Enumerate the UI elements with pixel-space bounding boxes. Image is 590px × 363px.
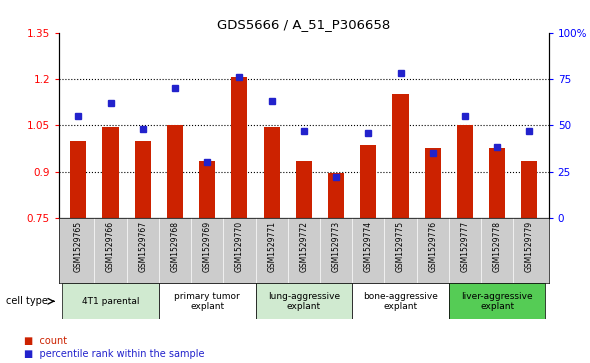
Text: GSM1529774: GSM1529774 bbox=[364, 221, 373, 272]
Bar bbox=[425, 148, 441, 218]
Bar bbox=[457, 125, 473, 218]
Bar bbox=[264, 127, 280, 218]
Bar bbox=[522, 161, 537, 218]
Text: GSM1529771: GSM1529771 bbox=[267, 221, 276, 272]
Text: bone-aggressive
explant: bone-aggressive explant bbox=[363, 291, 438, 311]
Bar bbox=[328, 173, 344, 218]
Text: GSM1529766: GSM1529766 bbox=[106, 221, 115, 272]
Text: ■  count: ■ count bbox=[24, 336, 67, 346]
Text: GSM1529775: GSM1529775 bbox=[396, 221, 405, 272]
Bar bbox=[167, 125, 183, 218]
Text: GSM1529772: GSM1529772 bbox=[299, 221, 309, 272]
Bar bbox=[159, 283, 255, 319]
Bar bbox=[135, 141, 151, 218]
Bar bbox=[360, 145, 376, 218]
Bar bbox=[199, 161, 215, 218]
Bar bbox=[103, 127, 119, 218]
Text: lung-aggressive
explant: lung-aggressive explant bbox=[268, 291, 340, 311]
Bar bbox=[392, 94, 408, 218]
Text: primary tumor
explant: primary tumor explant bbox=[174, 291, 240, 311]
Bar bbox=[62, 283, 159, 319]
Title: GDS5666 / A_51_P306658: GDS5666 / A_51_P306658 bbox=[217, 19, 391, 32]
Bar bbox=[352, 283, 449, 319]
Text: ■  percentile rank within the sample: ■ percentile rank within the sample bbox=[24, 349, 204, 359]
Text: GSM1529776: GSM1529776 bbox=[428, 221, 437, 272]
Text: GSM1529773: GSM1529773 bbox=[332, 221, 340, 272]
Bar bbox=[489, 148, 505, 218]
Text: GSM1529777: GSM1529777 bbox=[460, 221, 470, 272]
Text: GSM1529765: GSM1529765 bbox=[74, 221, 83, 272]
Text: 4T1 parental: 4T1 parental bbox=[82, 297, 139, 306]
Text: GSM1529770: GSM1529770 bbox=[235, 221, 244, 272]
Text: GSM1529779: GSM1529779 bbox=[525, 221, 534, 272]
Text: GSM1529768: GSM1529768 bbox=[171, 221, 179, 272]
Bar bbox=[255, 283, 352, 319]
Text: GSM1529767: GSM1529767 bbox=[138, 221, 148, 272]
Bar bbox=[231, 77, 247, 218]
Bar bbox=[296, 161, 312, 218]
Text: liver-aggressive
explant: liver-aggressive explant bbox=[461, 291, 533, 311]
Bar bbox=[70, 141, 86, 218]
Text: GSM1529778: GSM1529778 bbox=[493, 221, 502, 272]
Text: GSM1529769: GSM1529769 bbox=[203, 221, 212, 272]
Bar bbox=[449, 283, 546, 319]
Text: cell type: cell type bbox=[6, 296, 48, 306]
